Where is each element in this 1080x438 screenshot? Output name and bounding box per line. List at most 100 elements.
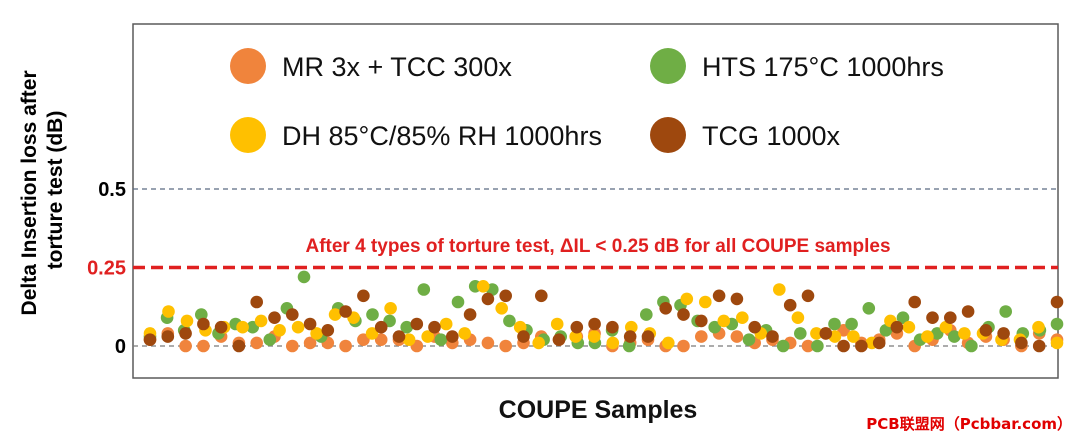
point-series-2-29 [680,292,694,306]
point-series-3-42 [890,320,904,334]
point-series-1-7 [263,333,277,347]
point-series-3-39 [837,339,850,353]
point-series-0-13 [374,333,388,347]
point-series-0-12 [357,333,370,347]
y-tick-label-0_25: 0.25 [87,258,126,280]
point-series-3-25 [588,317,601,331]
annotation-text: After 4 types of torture test, ΔIL < 0.2… [305,236,890,257]
point-series-1-44 [896,311,910,325]
point-series-1-43 [879,324,893,337]
point-series-3-46 [961,305,975,318]
point-series-3-31 [695,314,708,328]
point-series-3-30 [677,308,690,321]
point-series-3-5 [232,339,246,353]
point-series-1-9 [297,270,311,284]
point-series-3-23 [552,333,566,347]
point-series-2-31 [717,314,731,328]
point-series-0-30 [677,339,690,353]
point-series-2-41 [902,320,916,334]
point-series-3-40 [855,339,868,353]
legend-label-1: HTS 175°C 1000hrs [702,52,944,82]
point-series-1-35 [742,333,756,347]
point-series-0-11 [339,339,352,353]
point-series-3-34 [748,320,761,334]
point-series-2-30 [699,295,712,309]
point-series-3-20 [499,289,512,303]
point-series-1-47 [948,330,961,343]
point-series-2-16 [439,317,453,331]
point-series-2-28 [662,336,675,350]
point-series-2-2 [180,314,194,328]
point-series-2-35 [791,311,805,325]
point-series-2-43 [939,320,953,334]
point-series-2-14 [402,333,416,347]
point-series-3-16 [428,320,441,334]
point-series-3-37 [801,289,815,303]
point-series-3-9 [303,317,317,331]
legend-marker-0 [230,48,266,84]
point-series-3-4 [214,320,228,334]
point-series-3-21 [517,330,530,343]
point-series-3-8 [286,308,299,321]
point-series-2-21 [532,336,545,350]
point-series-2-23 [569,330,582,343]
point-series-3-45 [944,311,957,325]
point-series-0-33 [730,330,744,343]
y-tick-label-0: 0 [115,336,126,358]
point-series-3-15 [410,317,424,331]
point-series-1-41 [845,317,858,331]
point-series-3-32 [712,289,726,303]
legend-label-0: MR 3x + TCC 300x [282,52,512,82]
y-axis-label: Delta Insertion loss after torture test … [18,65,67,316]
point-series-2-9 [310,327,323,340]
point-series-1-16 [417,283,431,296]
point-series-3-26 [606,320,619,334]
point-series-3-2 [179,327,192,340]
point-series-2-24 [587,330,601,343]
point-series-3-0 [143,333,157,347]
point-series-0-31 [695,330,708,343]
point-series-1-17 [434,333,448,347]
point-series-2-34 [773,283,786,296]
point-series-0-19 [481,336,495,350]
point-series-1-3 [195,308,208,321]
point-series-3-35 [766,330,779,343]
point-series-1-21 [503,314,516,328]
point-series-2-17 [458,327,472,340]
point-series-1-28 [622,339,636,353]
point-series-2-48 [1032,320,1045,334]
point-series-3-11 [339,305,352,318]
point-series-2-32 [736,311,749,325]
point-series-2-7 [273,324,286,337]
point-series-2-6 [254,314,268,328]
point-series-3-28 [641,330,655,343]
point-series-2-22 [550,317,564,331]
legend-label-3: TCG 1000x [702,121,841,151]
point-series-0-6 [250,336,263,350]
point-series-2-36 [810,327,823,340]
point-series-3-36 [783,298,797,312]
point-series-3-48 [997,327,1010,340]
point-series-2-13 [384,302,397,315]
point-series-1-42 [862,302,876,315]
point-series-0-3 [197,339,210,353]
point-series-3-44 [926,311,939,325]
point-series-2-10 [328,308,342,321]
point-series-2-15 [421,330,435,343]
point-series-1-18 [451,295,465,309]
point-series-1-38 [794,327,807,340]
point-series-0-9 [303,336,317,350]
point-series-3-18 [463,308,477,321]
point-series-2-42 [921,330,934,343]
x-axis-label: COUPE Samples [499,396,698,424]
y-tick-label-0_5: 0.5 [98,179,126,201]
point-series-0-20 [499,339,512,353]
point-series-2-5 [236,320,249,334]
point-series-1-50 [999,305,1012,318]
point-series-2-49 [1050,336,1064,350]
point-series-3-7 [268,311,281,325]
point-series-3-17 [446,330,459,343]
point-series-1-40 [828,317,841,331]
point-series-1-53 [1050,317,1064,331]
point-series-2-26 [625,320,638,334]
